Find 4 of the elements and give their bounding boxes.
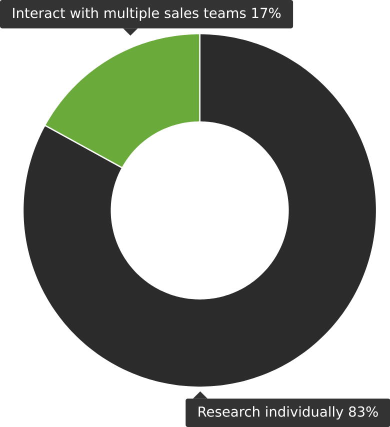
slice-label: Interact with multiple sales teams xyxy=(12,8,246,21)
data-label: 17% xyxy=(252,8,280,18)
legend-label: Research individually xyxy=(198,406,344,420)
data-label: 83% xyxy=(348,406,378,417)
